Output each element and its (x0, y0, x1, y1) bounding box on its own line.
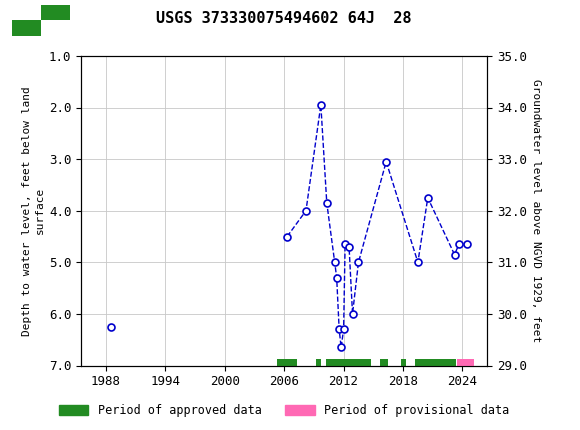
Y-axis label: Depth to water level, feet below land
surface: Depth to water level, feet below land su… (21, 86, 45, 335)
Bar (41, 5, 70, 20)
Y-axis label: Groundwater level above NGVD 1929, feet: Groundwater level above NGVD 1929, feet (531, 79, 541, 342)
Text: USGS: USGS (78, 13, 125, 28)
Bar (12, 20, 41, 36)
Bar (41, 20, 70, 36)
Text: USGS 373330075494602 64J  28: USGS 373330075494602 64J 28 (157, 11, 412, 26)
Bar (12, 5, 41, 20)
Legend: Period of approved data, Period of provisional data: Period of approved data, Period of provi… (54, 399, 514, 422)
